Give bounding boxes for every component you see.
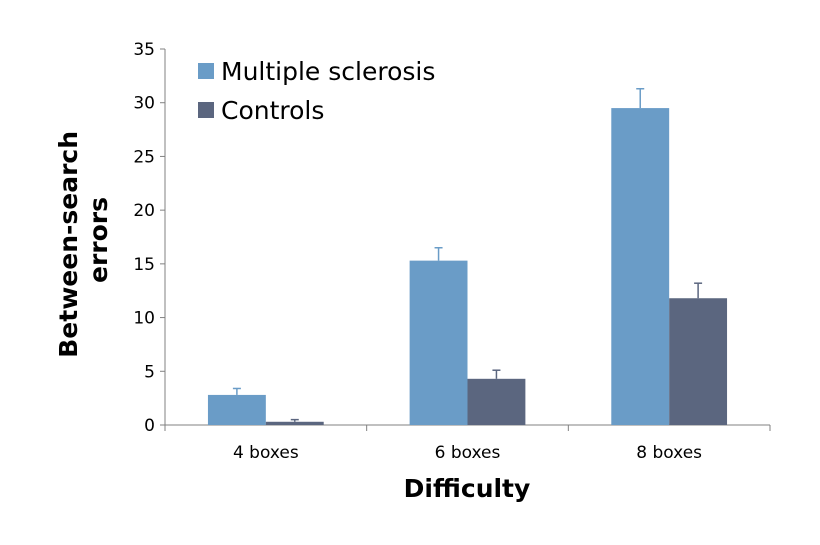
- x-axis-title: Difficulty: [404, 474, 531, 503]
- bar-multiple-sclerosis: [409, 260, 468, 425]
- y-axis-title-line-2: errors: [84, 197, 113, 283]
- y-tick-label: 35: [133, 40, 155, 60]
- y-tick-label: 20: [133, 201, 155, 221]
- legend-label-multiple-sclerosis: Multiple sclerosis: [221, 57, 435, 86]
- bar-controls: [669, 298, 728, 425]
- y-tick-label: 25: [133, 147, 155, 167]
- x-tick-label: 6 boxes: [435, 443, 501, 463]
- y-tick-label: 10: [133, 309, 155, 329]
- bar-multiple-sclerosis: [611, 108, 670, 425]
- y-axis-title: Between-search errors: [54, 122, 113, 358]
- bar-multiple-sclerosis: [207, 394, 266, 425]
- x-tick-label: 8 boxes: [636, 443, 702, 463]
- y-ticks: 0 5 10 15 20 25 30 35: [133, 40, 165, 436]
- legend-swatch-multiple-sclerosis: [198, 63, 214, 79]
- y-tick-label: 0: [144, 416, 155, 436]
- x-tick-label: 4 boxes: [233, 443, 299, 463]
- legend: Multiple sclerosis Controls: [198, 57, 435, 125]
- y-axis-title-line-1: Between-search: [54, 131, 83, 358]
- x-ticks: [164, 425, 771, 431]
- y-tick-label: 30: [133, 94, 155, 114]
- x-tick-labels: 4 boxes 6 boxes 8 boxes: [233, 443, 702, 463]
- y-tick-label: 15: [133, 255, 155, 275]
- legend-swatch-controls: [198, 102, 214, 118]
- legend-label-controls: Controls: [221, 96, 324, 125]
- bars: [207, 87, 728, 425]
- bar-controls: [467, 378, 526, 425]
- bar-controls: [265, 421, 324, 425]
- y-tick-label: 5: [144, 362, 155, 382]
